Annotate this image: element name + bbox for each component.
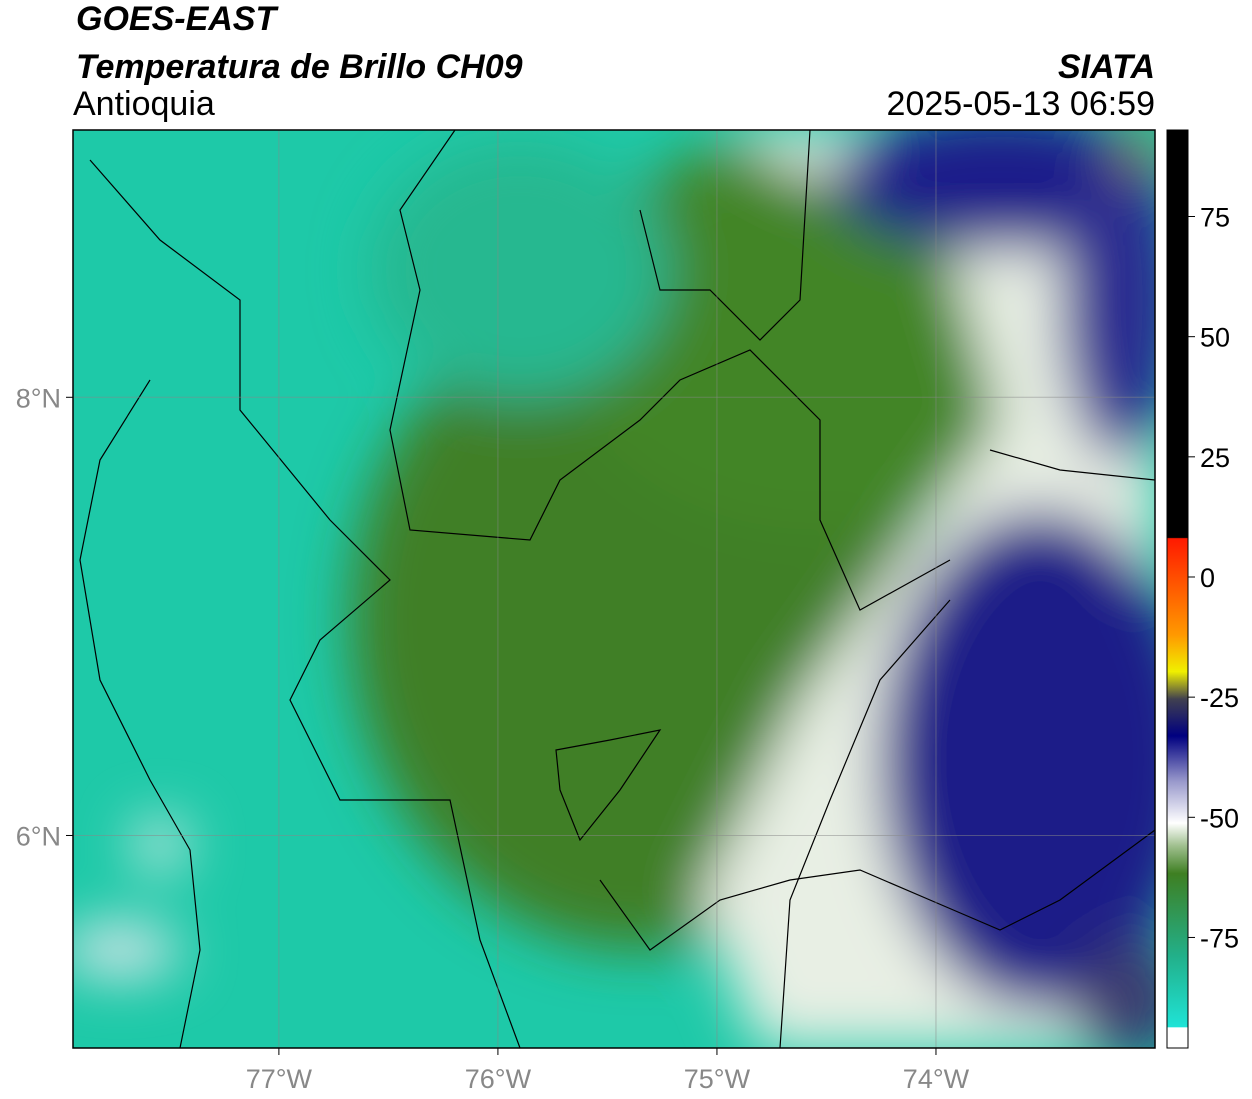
colorbar-tick-label: -25 [1200,683,1239,713]
colorbar [1166,129,1189,1049]
x-tick-label: 77°W [246,1064,313,1094]
x-tick-label: 76°W [465,1064,532,1094]
colorbar-tick-label: 0 [1200,563,1215,593]
subtitle: Temperatura de Brillo CH09 [76,48,523,86]
source: SIATA [1058,48,1155,86]
x-tick-label: 75°W [684,1064,751,1094]
y-tick-label: 8°N [16,383,61,413]
colorbar-tick-label: 50 [1200,323,1230,353]
y-tick-label: 6°N [16,821,61,851]
colorbar-tick-label: -50 [1200,803,1239,833]
title: GOES-EAST [76,0,279,38]
colorbar-tick-label: -75 [1200,923,1239,953]
colorbar-tick-label: 25 [1200,443,1230,473]
x-tick-label: 74°W [903,1064,970,1094]
datetime: 2025-05-13 06:59 [887,85,1155,123]
satellite-image [73,130,1155,1048]
region: Antioquia [73,85,215,123]
map-frame [72,129,1156,1049]
colorbar-tick-label: 75 [1200,203,1230,233]
